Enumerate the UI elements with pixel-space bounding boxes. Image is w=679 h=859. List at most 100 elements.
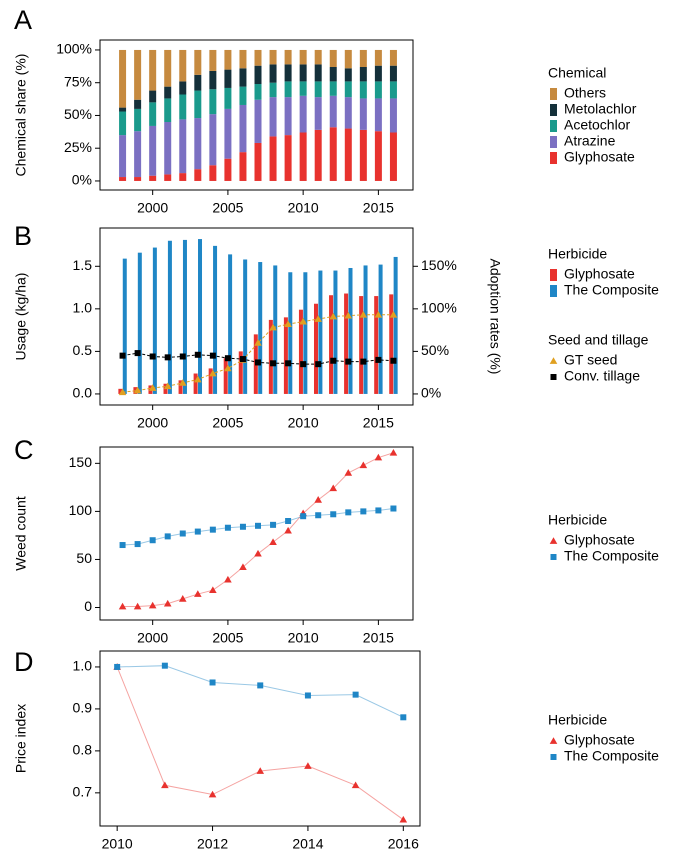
- bar: [122, 258, 127, 394]
- point: [351, 781, 360, 789]
- y-tick-label: 0%: [72, 172, 92, 188]
- bar-segment: [374, 49, 382, 66]
- bar-segment: [134, 49, 142, 100]
- bar-segment: [374, 65, 382, 82]
- bar-segment: [134, 99, 142, 109]
- bar-segment: [209, 114, 217, 166]
- bar-segment: [374, 131, 382, 181]
- bar: [243, 259, 248, 394]
- bar-segment: [239, 86, 247, 105]
- bar-segment: [314, 81, 322, 98]
- x-tick-label: 2015: [363, 200, 394, 216]
- legend-label: The Composite: [564, 548, 659, 564]
- bar-segment: [344, 68, 352, 82]
- point: [399, 815, 408, 823]
- x-tick-label: 2014: [292, 836, 323, 852]
- y-tick-label: 50%: [64, 106, 92, 122]
- point: [344, 469, 353, 476]
- point: [269, 323, 277, 331]
- point: [119, 542, 126, 549]
- plot-frame: [99, 650, 421, 827]
- bar-segment: [284, 64, 292, 82]
- point: [224, 355, 231, 362]
- legend-label: GT seed: [564, 352, 617, 368]
- bar: [223, 358, 228, 394]
- plot-frame: [99, 446, 414, 621]
- bar-segment: [284, 97, 292, 136]
- x-tick-label: 2000: [137, 630, 168, 646]
- legend-label: Atrazine: [564, 133, 616, 149]
- bar-segment: [359, 129, 367, 181]
- bar-segment: [344, 128, 352, 181]
- y-tick-label: 1.0: [73, 658, 93, 674]
- bar-segment: [164, 49, 172, 87]
- point: [179, 353, 186, 360]
- bar: [118, 388, 123, 394]
- y-axis-title: Usage (kg/ha): [13, 273, 29, 361]
- legend-title: Herbicide: [548, 246, 607, 262]
- bar-segment: [254, 65, 262, 85]
- bar-segment: [314, 64, 322, 82]
- point: [314, 315, 322, 322]
- point: [163, 599, 172, 607]
- point: [134, 541, 141, 548]
- y-axis-title: Weed count: [13, 496, 29, 571]
- bar-segment: [149, 49, 157, 91]
- bar-segment: [389, 81, 397, 99]
- bar-segment: [164, 122, 172, 175]
- bar: [313, 303, 318, 394]
- bar-segment: [224, 87, 232, 109]
- x-tick-label: 2005: [212, 630, 243, 646]
- point: [224, 575, 232, 583]
- bar-segment: [179, 119, 187, 174]
- bar: [333, 270, 338, 394]
- series-line: [122, 452, 394, 608]
- bar-segment: [179, 94, 187, 120]
- bar-segment: [149, 175, 157, 181]
- y-tick-label: 1.5: [73, 257, 93, 273]
- point: [148, 601, 157, 609]
- bar-segment: [284, 81, 292, 98]
- bar-segment: [179, 49, 187, 82]
- y-axis-title: Chemical share (%): [13, 54, 29, 177]
- point: [352, 691, 359, 698]
- point: [270, 360, 277, 367]
- point: [315, 512, 322, 519]
- bar: [198, 239, 203, 394]
- x-tick-label: 2015: [363, 630, 394, 646]
- x-tick-label: 2010: [288, 415, 319, 431]
- bar-segment: [329, 66, 337, 82]
- bar-segment: [299, 95, 307, 133]
- bar-segment: [314, 97, 322, 130]
- bar-segment: [239, 104, 247, 153]
- point: [255, 359, 262, 366]
- bar-segment: [239, 152, 247, 181]
- x-tick-label: 2000: [137, 415, 168, 431]
- panel-label: B: [14, 221, 32, 251]
- point: [314, 496, 322, 503]
- bar-segment: [359, 81, 367, 99]
- point: [224, 364, 232, 372]
- point: [359, 310, 368, 318]
- point: [284, 320, 292, 328]
- legend-label: Glyphosate: [564, 732, 635, 748]
- y2-tick-label: 100%: [421, 300, 457, 316]
- series-line: [122, 314, 394, 393]
- bar: [288, 272, 293, 394]
- y-tick-label: 0.5: [73, 342, 93, 358]
- legend-swatch: [550, 269, 557, 281]
- point: [118, 602, 127, 610]
- bar: [389, 294, 394, 394]
- bar-segment: [359, 98, 367, 130]
- legend-label: Glyphosate: [564, 532, 635, 548]
- bar: [152, 247, 157, 394]
- y-tick-label: 0.8: [73, 742, 93, 758]
- bar-segment: [269, 136, 277, 181]
- bar: [378, 264, 383, 394]
- point: [284, 526, 292, 534]
- bar-segment: [149, 102, 157, 126]
- y-tick-label: 25%: [64, 139, 92, 155]
- legend-marker: [550, 554, 557, 560]
- point: [300, 513, 307, 520]
- bar-segment: [269, 64, 277, 83]
